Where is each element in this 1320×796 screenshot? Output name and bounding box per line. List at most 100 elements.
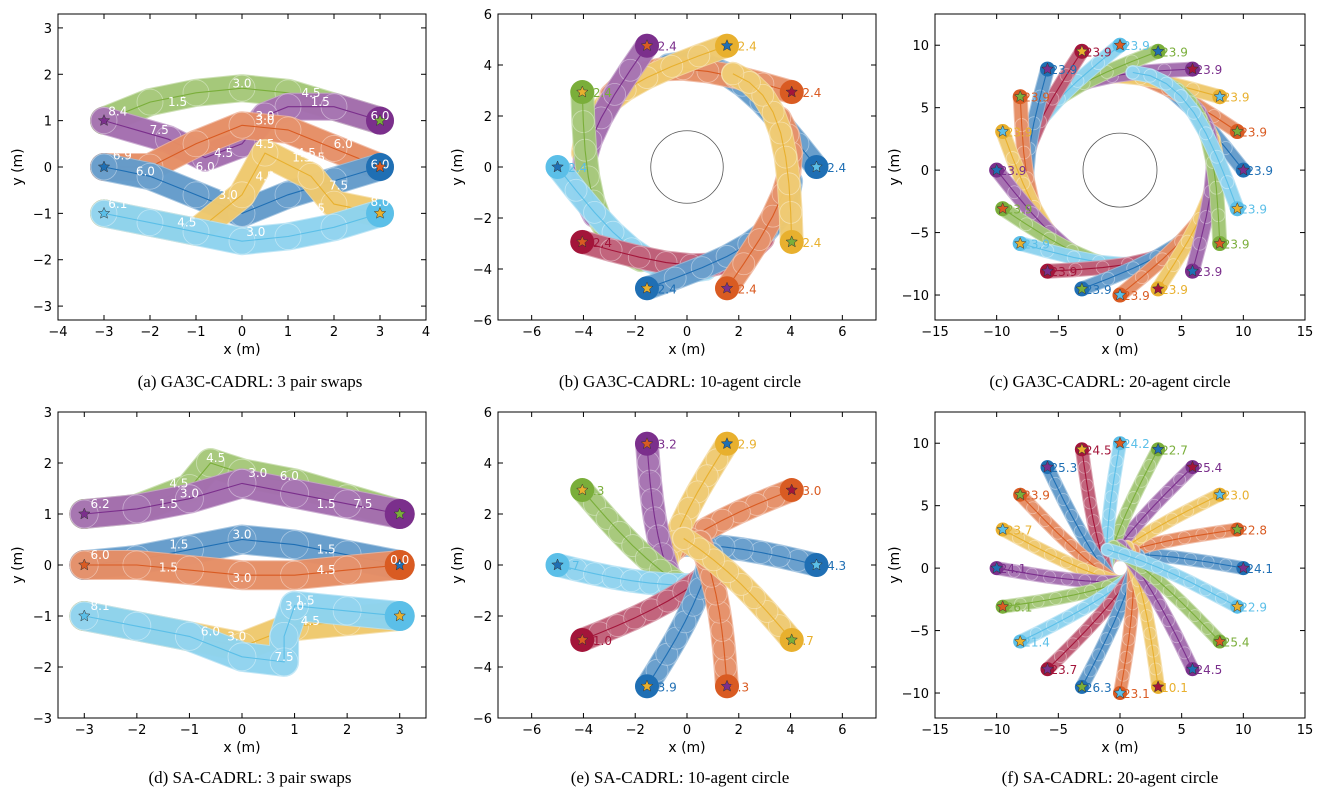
goal-star bbox=[1041, 662, 1054, 675]
time-label: 3.0 bbox=[232, 77, 251, 91]
goal-star bbox=[640, 39, 654, 52]
y-tick-label: −2 bbox=[473, 610, 492, 625]
time-label: 23.9 bbox=[1006, 126, 1033, 140]
goal-star bbox=[1230, 600, 1244, 613]
goal-star bbox=[990, 163, 1004, 176]
y-tick-label: 2 bbox=[484, 110, 492, 125]
agent-disc bbox=[672, 527, 696, 550]
x-tick-label: −6 bbox=[522, 325, 541, 340]
goal-star bbox=[1186, 460, 1199, 473]
time-label: 3.0 bbox=[227, 629, 246, 643]
time-label: 12.4 bbox=[819, 161, 846, 175]
x-tick-label: 15 bbox=[1297, 325, 1314, 340]
time-label: 4.5 bbox=[214, 146, 233, 160]
x-tick-label: −1 bbox=[180, 723, 199, 738]
y-axis-label: y (m) bbox=[887, 148, 903, 185]
time-label: 6.3 bbox=[585, 484, 604, 498]
goal-star bbox=[575, 85, 589, 98]
caption-f: (f) SA-CADRL: 20-agent circle bbox=[1001, 768, 1219, 787]
agent-disc bbox=[721, 62, 745, 86]
goal-star bbox=[1151, 680, 1165, 693]
goal-star bbox=[1113, 436, 1127, 449]
goal-star bbox=[1151, 282, 1165, 295]
time-label: 6.9 bbox=[113, 148, 132, 162]
y-axis-label: y (m) bbox=[887, 546, 903, 583]
goal-star bbox=[1075, 282, 1089, 295]
goal-star bbox=[1186, 264, 1199, 277]
time-label: 12.4 bbox=[561, 161, 588, 175]
x-tick-label: −1 bbox=[186, 325, 205, 340]
goal-star bbox=[996, 600, 1010, 613]
time-label: 4.7 bbox=[561, 559, 580, 573]
time-label: 8.4 bbox=[108, 104, 127, 118]
time-label: 1.5 bbox=[292, 151, 311, 165]
time-label: 23.0 bbox=[1223, 489, 1250, 503]
y-tick-label: 0 bbox=[921, 562, 929, 577]
y-tick-label: −10 bbox=[902, 289, 929, 304]
goal-star bbox=[575, 235, 589, 248]
y-tick-label: 1 bbox=[44, 115, 52, 130]
time-label: 0.0 bbox=[390, 553, 409, 567]
time-label: 21.4 bbox=[1023, 636, 1050, 650]
y-tick-label: 2 bbox=[44, 68, 52, 83]
x-axis-label: x (m) bbox=[223, 740, 260, 756]
y-tick-label: −5 bbox=[910, 227, 929, 242]
y-tick-label: 2 bbox=[44, 457, 52, 472]
time-label: 23.9 bbox=[1223, 91, 1250, 105]
agent-trajectory bbox=[671, 526, 804, 652]
agent-center-line bbox=[84, 482, 400, 515]
x-tick-label: 15 bbox=[1297, 723, 1314, 738]
time-label: 8.1 bbox=[91, 599, 110, 613]
y-tick-label: 10 bbox=[912, 39, 929, 54]
time-label: 25.4 bbox=[1223, 636, 1250, 650]
goal-star bbox=[1151, 44, 1165, 57]
goal-star bbox=[97, 160, 111, 173]
time-label: 12.9 bbox=[730, 438, 757, 452]
time-label: 3.0 bbox=[285, 599, 304, 613]
y-axis-label: y (m) bbox=[10, 148, 26, 185]
time-label: 23.9 bbox=[1023, 238, 1050, 252]
goal-star bbox=[785, 633, 799, 646]
time-label: 6.0 bbox=[136, 165, 155, 179]
time-label: 24.5 bbox=[1195, 663, 1222, 677]
goal-star bbox=[810, 160, 823, 173]
y-tick-label: 4 bbox=[484, 457, 492, 472]
time-label: 23.9 bbox=[1000, 164, 1027, 178]
time-label: 1.5 bbox=[168, 95, 187, 109]
y-tick-label: 10 bbox=[912, 437, 929, 452]
goal-star bbox=[1075, 680, 1089, 693]
goal-star bbox=[1013, 634, 1027, 647]
time-label: 1.5 bbox=[317, 497, 336, 511]
goal-star bbox=[393, 609, 407, 622]
x-tick-label: 2 bbox=[343, 723, 351, 738]
time-label: 23.9 bbox=[1195, 63, 1222, 77]
goal-star bbox=[1230, 124, 1244, 137]
time-label: 1.5 bbox=[311, 95, 330, 109]
time-label: 4.5 bbox=[301, 614, 320, 628]
time-label: 4.5 bbox=[255, 169, 274, 183]
time-label: 24.5 bbox=[1085, 443, 1112, 457]
x-axis-label: x (m) bbox=[668, 740, 705, 756]
x-tick-label: 2 bbox=[735, 723, 743, 738]
goal-star bbox=[97, 206, 111, 219]
time-label: 12.4 bbox=[585, 236, 612, 250]
goal-star bbox=[640, 281, 654, 294]
goal-star bbox=[996, 124, 1010, 137]
time-label: 1.5 bbox=[306, 202, 325, 216]
x-tick-label: −4 bbox=[574, 325, 593, 340]
time-label: 24.1 bbox=[1246, 562, 1273, 576]
time-label: 12.4 bbox=[585, 86, 612, 100]
x-tick-label: 5 bbox=[1178, 723, 1186, 738]
time-label: 1.5 bbox=[296, 594, 315, 608]
y-tick-label: 3 bbox=[44, 22, 52, 37]
x-tick-label: 0 bbox=[683, 325, 691, 340]
y-tick-label: 4 bbox=[484, 59, 492, 74]
goal-star bbox=[1213, 488, 1227, 501]
y-tick-label: 0 bbox=[44, 161, 52, 176]
chart-e: 14.3 13.0 12.9 13.2 6.3 4.7 11.0 13.9 6.3 4.7 −6 −4… bbox=[450, 406, 877, 756]
x-tick-label: 1 bbox=[284, 325, 292, 340]
time-label: 23.9 bbox=[1161, 45, 1188, 59]
x-axis-label: x (m) bbox=[1101, 342, 1138, 358]
time-label: 6.0 bbox=[280, 469, 299, 483]
x-tick-label: 3 bbox=[396, 723, 404, 738]
